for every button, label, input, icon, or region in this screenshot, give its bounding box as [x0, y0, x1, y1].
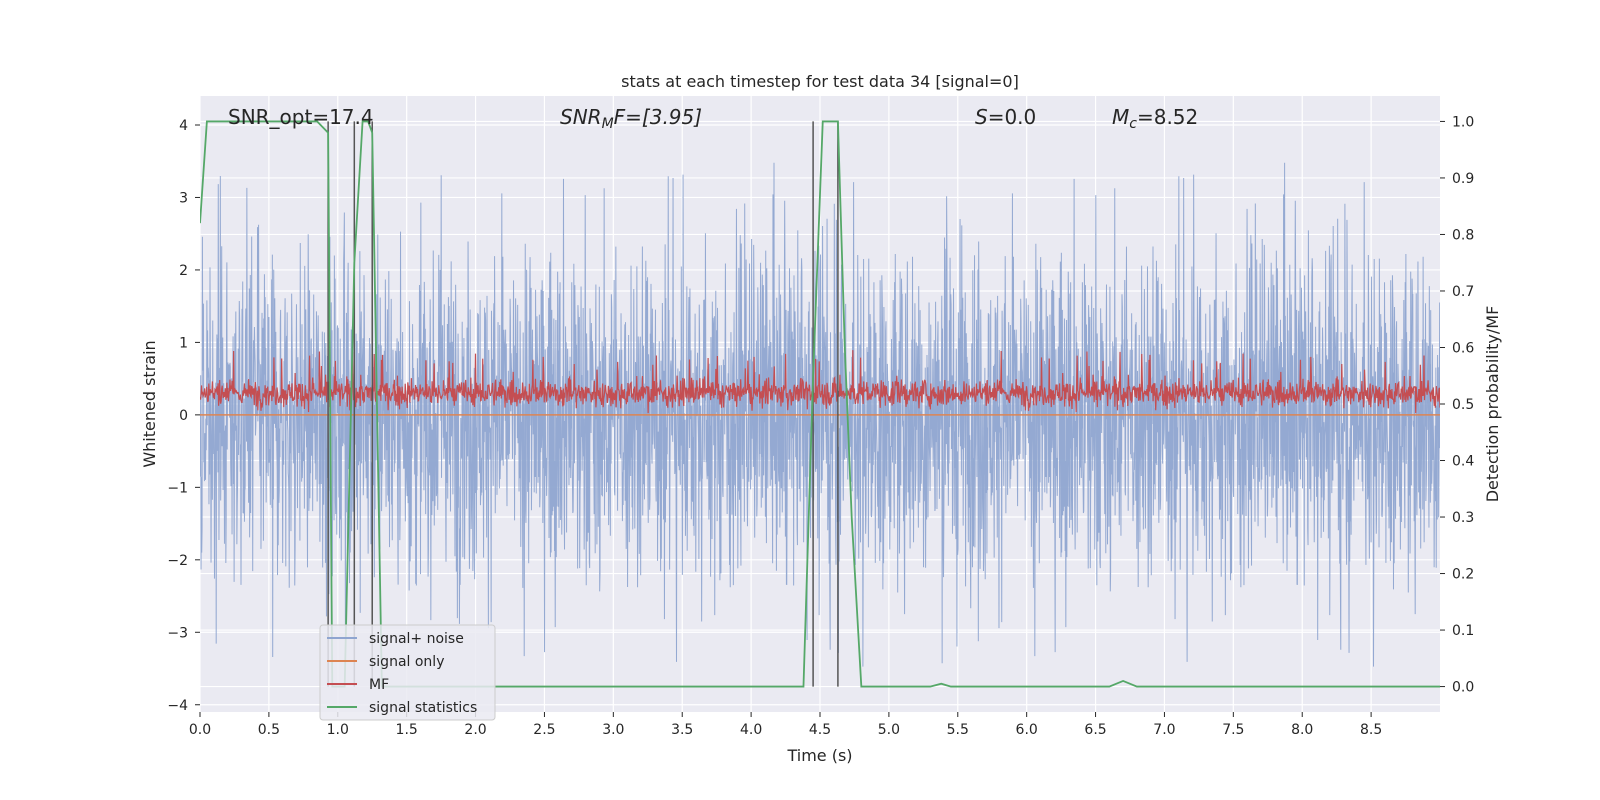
signal-noise-line: [200, 162, 1440, 667]
legend-entry-mf: MF: [369, 677, 389, 693]
y2-tick-label: 1.0: [1452, 114, 1474, 130]
series-mf: [200, 350, 1440, 414]
x-tick-label: 0.0: [189, 722, 211, 738]
x-tick-label: 8.0: [1291, 722, 1313, 738]
x-axis-ticks: 0.0 0.5 1.0 1.5 2.0 2.5 3.0 3.5 4.0 4.5 5.0 5.5 6.0 6…: [189, 712, 1382, 738]
annotation-mc-rest: =8.52: [1137, 105, 1198, 129]
x-tick-label: 2.0: [464, 722, 486, 738]
y2-tick-label: 0.9: [1452, 171, 1474, 187]
y2-tick-label: 0.8: [1452, 227, 1474, 243]
y2-axis-ticks: 0.0 0.1 0.2 0.3 0.4 0.5 0.6 0.7 0.8 0.9 1.0: [1440, 114, 1474, 696]
x-tick-label: 3.0: [602, 722, 624, 738]
annotation-snr-mf: SNRMF=[3.95]: [560, 105, 702, 132]
y2-tick-label: 0.3: [1452, 510, 1474, 526]
annotation-s-rest: =0.0: [988, 105, 1037, 129]
y-tick-label: −2: [167, 553, 188, 569]
x-tick-label: 3.5: [671, 722, 693, 738]
legend-entry-signal-noise: signal+ noise: [369, 631, 464, 647]
annotation-snr-mf-rest: F=[3.95]: [614, 105, 702, 129]
y2-tick-label: 0.0: [1452, 680, 1474, 696]
x-tick-label: 2.5: [533, 722, 555, 738]
x-tick-label: 5.5: [947, 722, 969, 738]
y2-tick-label: 0.2: [1452, 567, 1474, 583]
x-tick-label: 6.0: [1016, 722, 1038, 738]
legend-entry-signal-only: signal only: [369, 654, 444, 670]
y-tick-label: 2: [179, 263, 188, 279]
x-tick-label: 8.5: [1360, 722, 1382, 738]
annotation-snr-mf-base: SNR: [560, 105, 602, 129]
y2-tick-label: 0.1: [1452, 623, 1474, 639]
legend: signal+ noise signal only MF signal stat…: [319, 624, 496, 721]
mf-line: [200, 350, 1440, 414]
chart-title: stats at each timestep for test data 34 …: [621, 72, 1019, 91]
annotation-s-base: S: [975, 105, 988, 129]
y-axis-label: Whitened strain: [140, 340, 159, 467]
y2-tick-label: 0.5: [1452, 397, 1474, 413]
x-tick-label: 5.0: [878, 722, 900, 738]
y2-axis-label: Detection probability/MF: [1483, 306, 1502, 503]
y-tick-label: −4: [167, 698, 188, 714]
legend-entry-signal-statistics: signal statistics: [369, 700, 477, 716]
y-tick-label: −1: [167, 480, 188, 496]
x-tick-label: 0.5: [258, 722, 280, 738]
x-tick-label: 4.5: [809, 722, 831, 738]
annotations: SNR_opt=17.4 SNRMF=[3.95] S=0.0 Mc=8.52: [228, 105, 1198, 132]
y-axis-ticks: −4 −3 −2 −1 0 1 2 3 4: [167, 118, 200, 714]
x-tick-label: 1.0: [327, 722, 349, 738]
x-tick-label: 7.5: [1222, 722, 1244, 738]
annotation-s: S=0.0: [975, 105, 1036, 129]
y2-tick-label: 0.7: [1452, 284, 1474, 300]
legend-box: [319, 624, 496, 721]
y-tick-label: 3: [179, 190, 188, 206]
y-tick-label: 0: [179, 408, 188, 424]
y-tick-label: 4: [179, 118, 188, 134]
annotation-mc: Mc=8.52: [1112, 105, 1198, 132]
x-tick-label: 1.5: [396, 722, 418, 738]
plot-area: [200, 120, 1440, 688]
series-signal-noise: [200, 162, 1440, 667]
annotation-snr-mf-sub: M: [602, 116, 614, 132]
x-tick-label: 4.0: [740, 722, 762, 738]
y2-tick-label: 0.6: [1452, 340, 1474, 356]
annotation-mc-base: M: [1112, 105, 1129, 129]
x-tick-label: 6.5: [1084, 722, 1106, 738]
y-tick-label: 1: [179, 335, 188, 351]
x-axis-label: Time (s): [786, 746, 852, 765]
y-tick-label: −3: [167, 625, 188, 641]
x-tick-label: 7.0: [1153, 722, 1175, 738]
annotation-mc-sub: c: [1129, 116, 1137, 132]
series-signal-statistics: [200, 120, 1440, 688]
annotation-snr-opt: SNR_opt=17.4: [228, 105, 374, 129]
y2-tick-label: 0.4: [1452, 454, 1474, 470]
signal-statistics-line: [200, 120, 1440, 688]
